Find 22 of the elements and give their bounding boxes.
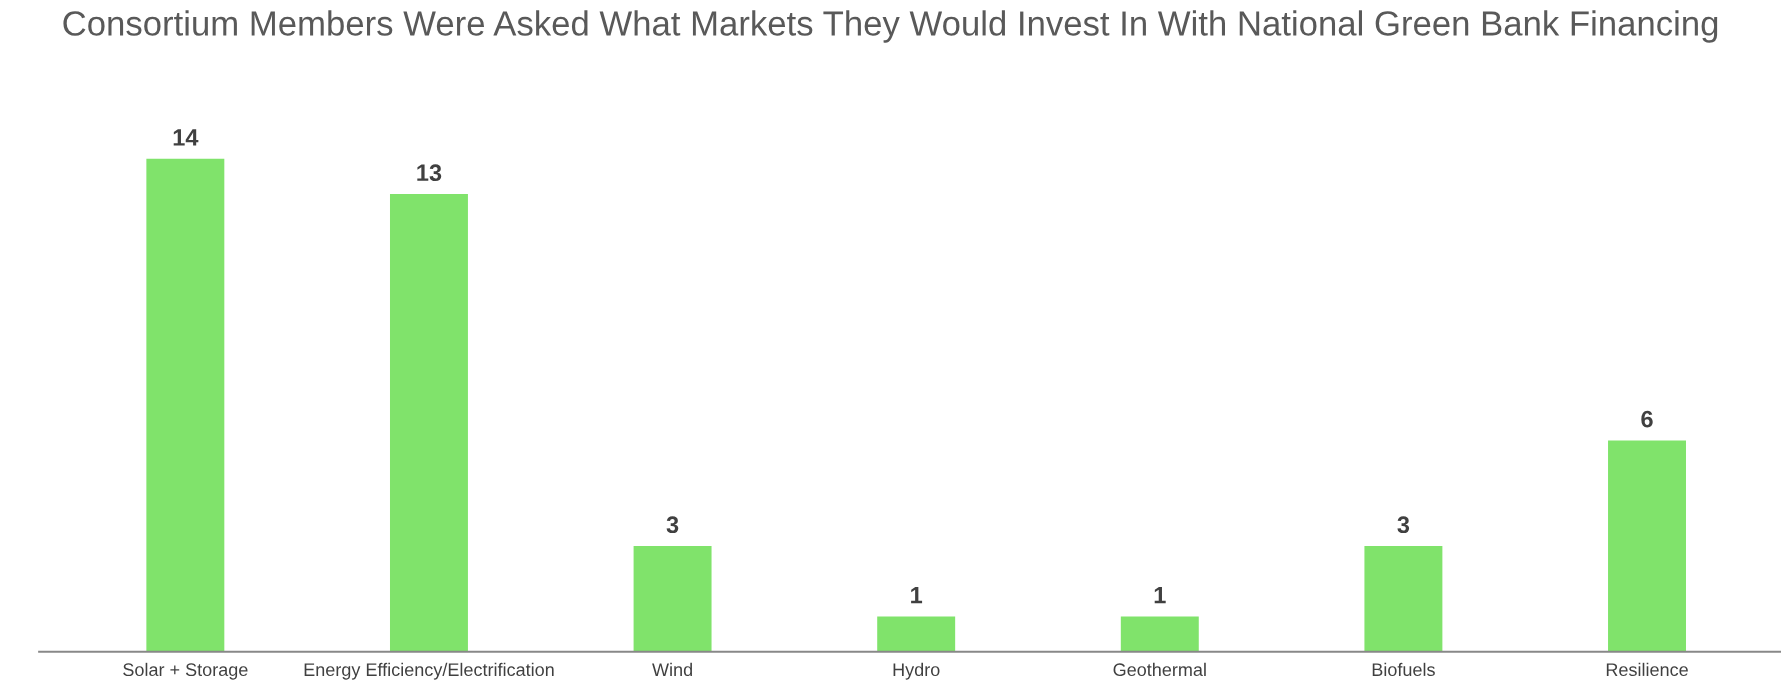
x-tick-label: Resilience bbox=[1606, 662, 1688, 677]
data-label: 1 bbox=[911, 587, 923, 604]
bar bbox=[877, 616, 956, 652]
x-tick-label: Biofuels bbox=[1372, 662, 1435, 677]
data-label: 14 bbox=[173, 129, 199, 146]
chart-title: Consortium Members Were Asked What Markets They Would Invest In With National Green Bank Financing bbox=[63, 10, 1718, 43]
bar bbox=[1364, 546, 1443, 652]
data-label: 3 bbox=[1397, 516, 1410, 534]
bar bbox=[389, 194, 468, 652]
data-label: 1 bbox=[1154, 587, 1166, 604]
bar bbox=[1120, 616, 1199, 652]
x-tick-label: Energy Efficiency/Electrification bbox=[304, 662, 554, 680]
x-tick-label: Hydro bbox=[893, 662, 940, 680]
data-label: 6 bbox=[1641, 410, 1653, 428]
bar bbox=[633, 546, 712, 652]
x-tick-label: Wind bbox=[652, 662, 692, 677]
data-label: 3 bbox=[666, 516, 679, 534]
data-label: 13 bbox=[417, 164, 442, 182]
x-tick-label: Geothermal bbox=[1113, 662, 1206, 677]
x-tick-label: Solar + Storage bbox=[123, 662, 248, 680]
bar bbox=[146, 158, 225, 652]
bar bbox=[1608, 440, 1686, 652]
